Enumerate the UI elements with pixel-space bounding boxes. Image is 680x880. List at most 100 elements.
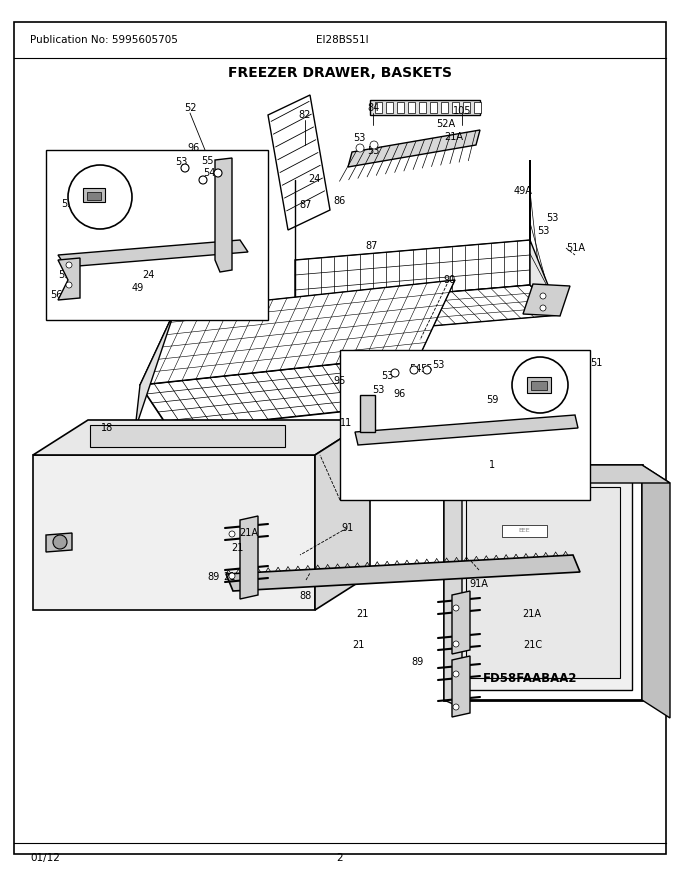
- Bar: [46, 150, 268, 320]
- Circle shape: [512, 357, 568, 413]
- Polygon shape: [295, 285, 560, 335]
- Polygon shape: [360, 395, 375, 432]
- Circle shape: [453, 641, 459, 647]
- Polygon shape: [444, 465, 670, 483]
- Polygon shape: [444, 465, 642, 700]
- Circle shape: [68, 165, 132, 229]
- Bar: [83, 188, 105, 202]
- Text: 86: 86: [333, 196, 345, 206]
- Text: 2: 2: [337, 853, 343, 863]
- Text: 21: 21: [223, 572, 235, 582]
- Text: 21A: 21A: [445, 132, 464, 142]
- Text: Publication No: 5995605705: Publication No: 5995605705: [30, 35, 178, 45]
- Circle shape: [423, 366, 431, 374]
- Circle shape: [199, 176, 207, 184]
- Text: 91A: 91A: [470, 579, 488, 589]
- Bar: [90, 425, 285, 447]
- Polygon shape: [46, 533, 72, 552]
- Text: FD58FAABAA2: FD58FAABAA2: [483, 672, 577, 686]
- Text: 01/12: 01/12: [30, 853, 60, 863]
- Text: 53: 53: [537, 226, 549, 236]
- Text: 21C: 21C: [524, 640, 543, 650]
- Text: 89: 89: [207, 572, 219, 582]
- Text: 21: 21: [356, 609, 368, 619]
- Text: 21A: 21A: [239, 528, 258, 538]
- Polygon shape: [348, 130, 480, 167]
- Text: 98: 98: [89, 180, 101, 190]
- Bar: [463, 102, 470, 113]
- Polygon shape: [135, 310, 175, 430]
- Bar: [430, 102, 437, 113]
- Text: 49A: 49A: [513, 186, 532, 196]
- Bar: [386, 102, 393, 113]
- Text: 53: 53: [372, 385, 384, 395]
- Text: 84: 84: [367, 103, 379, 113]
- Circle shape: [391, 369, 399, 377]
- Text: 54: 54: [203, 168, 215, 178]
- Text: 51A: 51A: [566, 243, 585, 253]
- Text: 55: 55: [201, 156, 214, 166]
- Polygon shape: [523, 284, 570, 316]
- Circle shape: [540, 305, 546, 311]
- Circle shape: [66, 262, 72, 268]
- Polygon shape: [58, 258, 80, 300]
- Text: 52: 52: [184, 103, 197, 113]
- Text: 55: 55: [420, 364, 432, 374]
- Text: EI28BS51I: EI28BS51I: [316, 35, 369, 45]
- Circle shape: [66, 282, 72, 288]
- Polygon shape: [295, 240, 530, 305]
- Text: 53: 53: [546, 213, 558, 223]
- Bar: [531, 381, 547, 390]
- Text: 105: 105: [453, 106, 471, 116]
- Text: 21A: 21A: [522, 609, 541, 619]
- Circle shape: [453, 671, 459, 677]
- Text: 90: 90: [443, 275, 455, 285]
- Text: 97: 97: [540, 381, 552, 391]
- Text: 59A: 59A: [58, 270, 78, 280]
- Text: 21: 21: [231, 543, 243, 553]
- Polygon shape: [240, 516, 258, 599]
- Text: 53: 53: [367, 146, 379, 156]
- Polygon shape: [642, 465, 670, 718]
- Circle shape: [53, 535, 67, 549]
- Text: 24: 24: [142, 270, 154, 280]
- Bar: [397, 102, 404, 113]
- Polygon shape: [315, 420, 370, 610]
- Polygon shape: [452, 591, 470, 654]
- Text: 88: 88: [300, 591, 312, 601]
- Text: 96: 96: [188, 143, 200, 153]
- Polygon shape: [33, 455, 315, 610]
- Circle shape: [181, 164, 189, 172]
- Bar: [87, 192, 101, 200]
- Bar: [454, 475, 632, 690]
- Text: 53: 53: [353, 133, 365, 143]
- Text: 18: 18: [101, 423, 113, 433]
- Text: FREEZER DRAWER, BASKETS: FREEZER DRAWER, BASKETS: [228, 66, 452, 80]
- Text: 11: 11: [340, 418, 352, 428]
- Text: 49: 49: [132, 283, 144, 293]
- Text: EEE: EEE: [518, 529, 530, 533]
- Bar: [370, 100, 480, 115]
- Text: 59: 59: [486, 395, 498, 405]
- Text: 95: 95: [334, 376, 346, 386]
- Bar: [340, 350, 590, 500]
- Polygon shape: [215, 158, 232, 272]
- Circle shape: [370, 141, 378, 149]
- Text: 91: 91: [341, 523, 353, 533]
- Text: 87: 87: [300, 200, 312, 210]
- Bar: [466, 487, 620, 678]
- Polygon shape: [268, 95, 330, 230]
- Text: 51: 51: [590, 358, 602, 368]
- Polygon shape: [226, 555, 580, 591]
- Text: 56: 56: [50, 290, 62, 300]
- Polygon shape: [140, 355, 450, 430]
- Circle shape: [453, 704, 459, 710]
- Text: 54: 54: [409, 364, 421, 374]
- Text: 56: 56: [364, 425, 376, 435]
- Circle shape: [540, 293, 546, 299]
- Circle shape: [453, 605, 459, 611]
- Polygon shape: [444, 465, 462, 708]
- Text: 87: 87: [366, 241, 378, 251]
- Bar: [408, 102, 415, 113]
- Polygon shape: [58, 240, 248, 267]
